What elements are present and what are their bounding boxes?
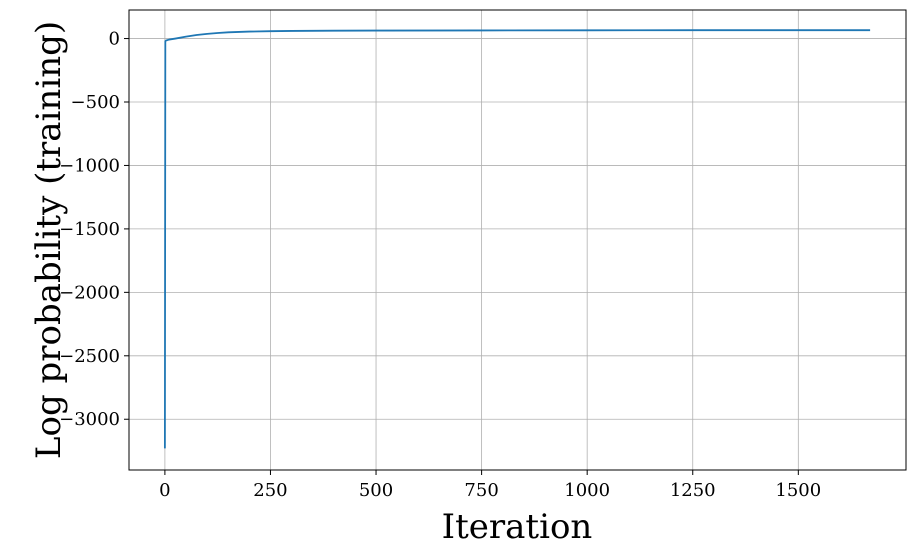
x-axis-label: Iteration <box>442 507 593 547</box>
x-tick-label: 500 <box>359 480 393 501</box>
y-tick-label: −3000 <box>59 409 120 430</box>
y-axis-ticks: 0 −500 −1000 −1500 −2000 −2500 −3000 <box>59 29 129 430</box>
y-axis-label: Log probability (training) <box>29 21 69 459</box>
plot-area <box>163 29 871 449</box>
x-tick-label: 1000 <box>564 480 610 501</box>
x-tick-label: 0 <box>159 480 170 501</box>
axes-frame <box>128 9 907 471</box>
x-tick-label: 250 <box>253 480 287 501</box>
y-tick-label: −1000 <box>59 155 120 176</box>
series-line <box>163 29 871 449</box>
x-tick-label: 1250 <box>670 480 716 501</box>
x-axis-ticks: 0 250 500 750 1000 1250 1500 <box>159 470 821 501</box>
x-tick-label: 1500 <box>775 480 821 501</box>
grid <box>129 10 906 470</box>
y-tick-label: 0 <box>109 29 120 50</box>
y-tick-label: −1500 <box>59 219 120 240</box>
y-tick-label: −2000 <box>59 282 120 303</box>
y-tick-label: −500 <box>71 92 120 113</box>
x-tick-label: 750 <box>464 480 498 501</box>
y-tick-label: −2500 <box>59 346 120 367</box>
